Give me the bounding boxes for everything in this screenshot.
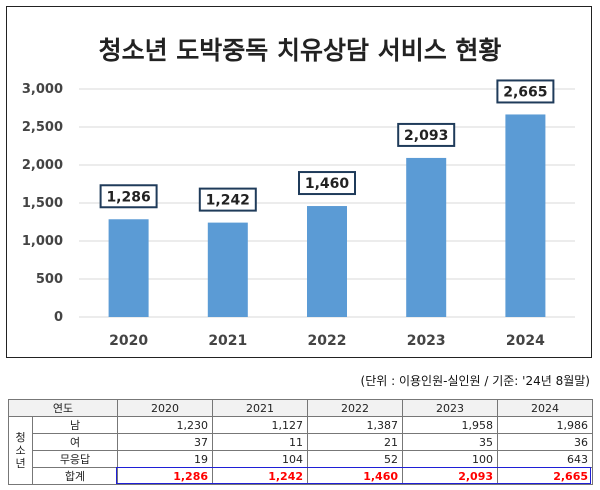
table-cell: 100 [402,450,498,468]
bar-chart: 청소년 도박중독 치유상담 서비스 현황 0 500 1,000 1,500 2,000… [22,36,575,349]
bar [207,222,248,317]
x-category-label: 2022 [308,333,347,349]
table-header-2020: 2020 [117,399,213,417]
row-label: 남 [32,416,118,434]
data-label-box [99,184,158,209]
group-char: 청 [15,431,26,444]
table-cell: 11 [212,433,308,451]
table-header-row: 연도 2020 2021 2022 2023 2024 [8,399,593,417]
data-label: 1,460 [305,176,350,192]
data-label-box [298,171,356,196]
y-tick-label: 500 [36,272,63,287]
table-total-cell: 1,242 [212,467,308,485]
data-table: 연도 2020 2021 2022 2023 2024 청 소 년 남 1,23… [8,399,593,485]
chart-title: 청소년 도박중독 치유상담 서비스 현황 [99,36,502,65]
data-label: 1,286 [106,189,150,205]
x-category-label: 2023 [407,333,446,349]
group-char: 소 [15,444,26,457]
table-row-no-response: 무응답 19 104 52 100 643 [9,450,593,468]
y-tick-label: 1,000 [22,234,63,249]
row-label: 합계 [32,467,118,485]
bar [505,114,546,318]
data-label: 2,093 [404,128,448,144]
x-category-label: 2020 [109,333,148,349]
table-row-male: 청 소 년 남 1,230 1,127 1,387 1,958 1,986 [8,416,593,485]
table-cell: 1,986 [497,416,593,434]
table-total-cell: 2,665 [497,467,593,485]
table-header-2024: 2024 [497,399,593,417]
y-tick-label: 3,000 [22,82,63,97]
bar [108,219,149,317]
table-cell: 37 [117,433,213,451]
data-label-box [496,79,555,104]
bar [406,157,447,317]
table-cell: 52 [307,450,403,468]
data-label: 1,242 [206,193,250,209]
table-cell: 21 [307,433,403,451]
bar [307,206,347,317]
table-cell: 1,958 [402,416,498,434]
table-total-cell: 1,286 [117,467,213,485]
table-cell: 36 [497,433,593,451]
row-label: 무응답 [32,450,118,468]
y-tick-label: 1,500 [22,196,63,211]
unit-note: (단위 : 이용인원-실인원 / 기준: '24년 8월말) [360,374,590,388]
table-row-total: 합계 1,286 1,242 1,460 2,093 2,665 [9,467,593,485]
y-tick-label: 2,000 [22,158,63,173]
data-labels: 1,286 1,242 1,460 2,093 2,665 [99,79,555,212]
chart-panel: 청소년 도박중독 치유상담 서비스 현황 0 500 1,000 1,500 2,000… [6,6,592,358]
data-label-box [397,122,456,147]
bars [108,114,546,318]
table-row-female: 여 37 11 21 35 36 [9,433,593,451]
table-header-2022: 2022 [307,399,403,417]
table-cell: 1,387 [307,416,403,434]
table-cell: 19 [117,450,213,468]
table-total-cell: 1,460 [307,467,403,485]
data-label-box [198,187,257,212]
y-tick-label: 0 [54,310,63,325]
table-cell: 35 [402,433,498,451]
x-category-label: 2021 [208,333,247,349]
table-header-year: 연도 [8,399,118,417]
y-tick-label: 2,500 [22,120,63,135]
table-cell: 1,127 [212,416,308,434]
group-char: 년 [15,457,26,470]
y-axis-ticks: 0 500 1,000 1,500 2,000 2,500 3,000 [22,82,63,325]
x-axis-categories: 2020 2021 2022 2023 2024 [109,333,545,349]
table-cell: 1,230 [117,416,213,434]
table-cell: 104 [212,450,308,468]
table-header-2023: 2023 [402,399,498,417]
table-group-label: 청 소 년 [8,416,33,485]
x-category-label: 2024 [506,333,545,349]
data-label: 2,665 [503,84,547,100]
table-cell: 643 [497,450,593,468]
table-header-2021: 2021 [212,399,308,417]
row-label: 여 [32,433,118,451]
table-total-cell: 2,093 [402,467,498,485]
